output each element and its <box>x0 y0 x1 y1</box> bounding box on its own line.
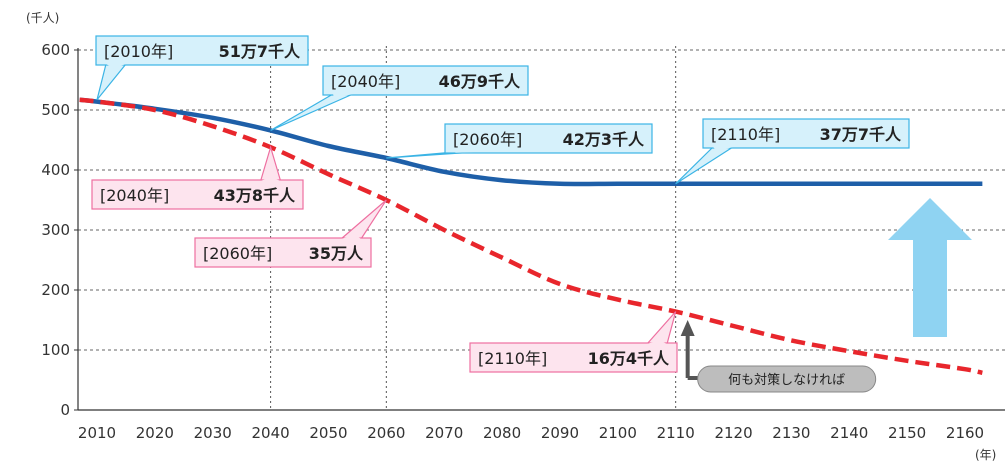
callout-value-label: 46万9千人 <box>439 72 521 91</box>
callout-seam <box>455 152 475 153</box>
callout-pink: [2110年] 16万4千人 <box>469 311 678 373</box>
x-tick-label: 2160 <box>946 424 984 442</box>
callout-value-label: 37万7千人 <box>820 125 902 144</box>
x-tick-label: 2100 <box>599 424 637 442</box>
callout-year-label: [2060年] <box>453 130 522 149</box>
series-lines <box>79 97 983 376</box>
callout-pointer <box>675 146 736 185</box>
x-tick-label: 2040 <box>252 424 290 442</box>
x-tick-label: 2020 <box>136 424 174 442</box>
callout-year-label: [2060年] <box>203 244 272 263</box>
increase-arrow-shape <box>888 198 972 337</box>
note-text: 何も対策しなければ <box>728 372 845 388</box>
value-callouts: [2010年] 51万7千人[2040年] 46万9千人[2060年] 42万3千人[… <box>91 35 910 373</box>
callout-box <box>444 123 653 154</box>
callout-pink: [2060年] 35万人 <box>194 199 387 268</box>
callout-value-label: 43万8千人 <box>214 186 296 205</box>
callout-pointer <box>645 311 677 345</box>
callout-pink: [2040年] 43万8千人 <box>91 145 304 210</box>
callout-blue: [2110年] 37万7千人 <box>675 118 910 185</box>
y-unit-label: (千人) <box>26 11 59 25</box>
x-tick-label: 2110 <box>657 424 695 442</box>
increase-arrow-icon <box>888 198 972 337</box>
y-tick-label: 200 <box>41 281 70 299</box>
callout-value-label: 16万4千人 <box>588 349 670 368</box>
x-tick-label: 2130 <box>772 424 810 442</box>
callout-box <box>702 118 910 149</box>
callout-box <box>95 35 309 66</box>
callout-year-label: [2010年] <box>104 42 173 61</box>
solid-series-line <box>79 97 983 187</box>
callout-year-label: [2040年] <box>100 186 169 205</box>
y-tick-label: 600 <box>41 41 70 59</box>
x-tick-label: 2030 <box>194 424 232 442</box>
x-tick-label: 2060 <box>367 424 405 442</box>
callout-year-label: [2110年] <box>711 125 780 144</box>
x-tick-label: 2050 <box>309 424 347 442</box>
x-tick-label: 2080 <box>483 424 521 442</box>
axes <box>74 48 1005 411</box>
callout-box <box>322 65 529 96</box>
callout-box <box>194 237 372 268</box>
tick-labels: 0 100 200 300 400 500 600 2010 2020 2030 2040 2050 2… <box>41 41 984 442</box>
y-tick-label: 0 <box>60 401 70 419</box>
x-tick-label: 2140 <box>830 424 868 442</box>
x-unit-label: (年) <box>975 448 996 462</box>
callout-seam <box>713 147 733 152</box>
y-tick-label: 400 <box>41 161 70 179</box>
callout-seam <box>106 64 126 69</box>
callout-blue: [2040年] 46万9千人 <box>270 65 529 131</box>
callout-box <box>469 342 678 373</box>
callout-year-label: [2110年] <box>478 349 547 368</box>
callout-pointer <box>259 145 282 182</box>
callout-box <box>91 179 304 210</box>
note-arrow-line <box>685 333 698 380</box>
x-tick-label: 2150 <box>888 424 926 442</box>
x-tick-label: 2070 <box>425 424 463 442</box>
callout-value-label: 35万人 <box>309 244 364 263</box>
callout-seam <box>647 340 667 344</box>
callout-pointer <box>339 199 387 240</box>
callout-blue: [2010年] 51万7千人 <box>95 35 309 101</box>
note-arrow-head-icon <box>680 320 695 336</box>
callout-year-label: [2040年] <box>331 72 400 91</box>
callout-value-label: 42万3千人 <box>563 130 645 149</box>
callout-pointer <box>270 93 354 131</box>
x-tick-label: 2010 <box>78 424 116 442</box>
y-tick-label: 500 <box>41 101 70 119</box>
callout-seam <box>341 234 361 239</box>
y-tick-label: 300 <box>41 221 70 239</box>
year-guides <box>270 46 677 410</box>
no-action-note: 何も対策しなければ <box>680 320 877 393</box>
x-tick-label: 2120 <box>714 424 752 442</box>
y-tick-label: 100 <box>41 341 70 359</box>
callout-seam <box>333 94 353 99</box>
callout-value-label: 51万7千人 <box>219 42 301 61</box>
callout-seam <box>260 176 281 181</box>
note-pill <box>697 365 877 393</box>
callout-pointer <box>96 63 128 101</box>
dashed-series-line <box>79 97 983 376</box>
x-tick-label: 2090 <box>541 424 579 442</box>
callout-blue: [2060年] 42万3千人 <box>386 123 653 159</box>
